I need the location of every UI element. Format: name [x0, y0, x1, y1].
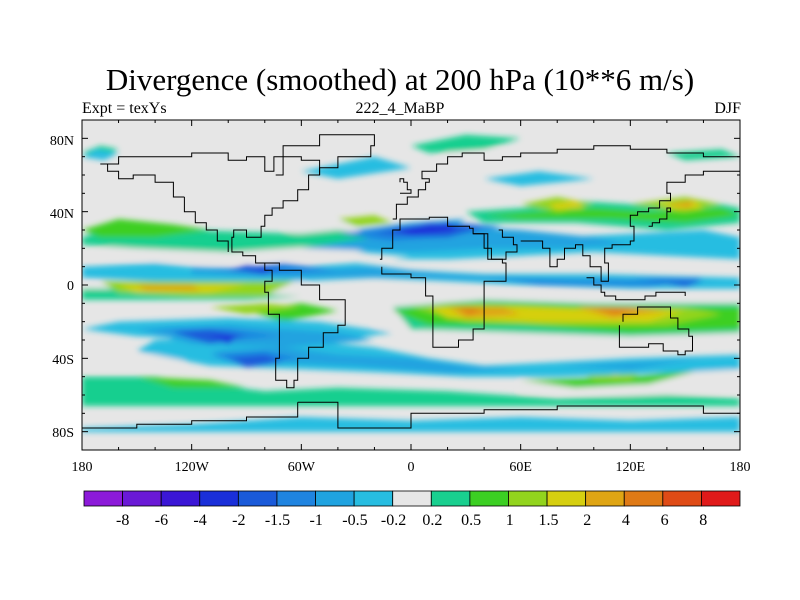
divergence-region	[411, 134, 521, 153]
colorbar-label: 0.2	[422, 512, 442, 529]
colorbar-swatch	[701, 490, 741, 507]
colorbar-label: -0.5	[342, 512, 367, 529]
colorbar-swatch	[546, 490, 587, 507]
colorbar-swatch	[276, 490, 316, 507]
longitude-axis: 180 120W 60W 0 60E 120E 180	[72, 460, 751, 475]
coastline	[379, 216, 507, 348]
colorbar-swatch	[392, 490, 432, 507]
map-title: Divergence (smoothed) at 200 hPa (10**6 …	[105, 62, 695, 97]
divergence-region	[666, 200, 695, 208]
experiment-label: Expt = texYs	[82, 100, 167, 117]
divergence-region	[301, 156, 411, 179]
lon-tick-label: 0	[408, 460, 415, 475]
coastline	[82, 402, 299, 429]
coastline	[399, 178, 412, 194]
divergence-region	[548, 200, 585, 210]
divergence-region	[456, 307, 485, 315]
divergence-region	[301, 226, 631, 252]
divergence-region	[593, 308, 640, 315]
colorbar-swatch	[83, 490, 123, 507]
run-label: 222_4_MaBP	[355, 100, 445, 117]
lat-tick-label: 80N	[50, 134, 74, 149]
coastline	[107, 164, 185, 198]
divergence-region	[337, 215, 393, 227]
divergence-region	[209, 347, 521, 373]
season-label: DJF	[714, 100, 741, 117]
divergence-region	[191, 266, 722, 285]
divergence-region	[82, 219, 210, 238]
colorbar-swatch	[623, 490, 664, 507]
divergence-region	[82, 354, 192, 370]
divergence-region	[82, 149, 119, 161]
divergence-region	[136, 376, 247, 388]
divergence-region	[557, 358, 704, 370]
colorbar	[83, 490, 741, 507]
coastline	[297, 401, 740, 429]
colorbar-swatch	[122, 490, 162, 507]
divergence-region	[484, 277, 686, 287]
divergence-region	[246, 268, 269, 274]
divergence-region	[228, 354, 284, 368]
lat-tick-label: 80S	[52, 426, 74, 441]
colorbar-label: -0.2	[381, 512, 406, 529]
coastline	[473, 229, 518, 260]
colorbar-label: 4	[622, 512, 630, 529]
colorbar-label: 1	[506, 512, 514, 529]
latitude-axis: 80N 40N 0 40S 80S	[50, 134, 74, 441]
coastline	[586, 277, 686, 301]
lon-tick-label: 120W	[175, 460, 210, 475]
lon-tick-label: 60W	[288, 460, 316, 475]
coastline	[183, 197, 229, 252]
lat-tick-label: 0	[67, 279, 74, 294]
colorbar-swatch	[508, 490, 548, 507]
colorbar-swatch	[160, 490, 201, 507]
coastline	[100, 152, 346, 389]
colorbar-label: -1.5	[265, 512, 290, 529]
colorbar-label: -8	[116, 512, 129, 529]
colorbar-label: -4	[193, 512, 206, 529]
colorbar-label: -6	[155, 512, 168, 529]
colorbar-swatch	[237, 490, 278, 507]
coastline	[392, 145, 740, 220]
divergence-region	[136, 285, 201, 291]
lon-tick-label: 180	[72, 460, 93, 475]
colorbar-labels: -8 -6 -4 -2 -1.5 -1 -0.5 -0.2 0.2 0.5 1 …	[116, 512, 707, 529]
divergence-region	[484, 208, 740, 223]
coastline	[275, 134, 375, 176]
lon-tick-label: 180	[730, 460, 751, 475]
divergence-region	[648, 281, 704, 287]
divergence-region	[209, 303, 302, 315]
lon-tick-label: 120E	[616, 460, 646, 475]
coastlines	[82, 134, 740, 429]
colorbar-swatch	[469, 490, 509, 507]
divergence-field	[82, 134, 740, 432]
colorbar-swatch	[199, 490, 239, 507]
colorbar-label: -2	[232, 512, 245, 529]
colorbar-label: 8	[699, 512, 707, 529]
colorbar-swatch	[585, 490, 625, 507]
colorbar-swatch	[662, 490, 702, 507]
colorbar-label: 6	[661, 512, 669, 529]
colorbar-swatch	[430, 490, 471, 507]
coastline	[520, 167, 740, 282]
colorbar-swatch	[353, 490, 394, 507]
lon-tick-label: 60E	[509, 460, 532, 475]
coastline	[618, 306, 693, 356]
map-ticks	[81, 120, 741, 450]
divergence-region	[392, 222, 457, 236]
divergence-region	[82, 376, 740, 406]
colorbar-swatch	[315, 490, 355, 507]
lat-tick-label: 40N	[50, 207, 74, 222]
lat-tick-label: 40S	[52, 353, 74, 368]
colorbar-label: 2	[583, 512, 591, 529]
divergence-region	[228, 264, 284, 274]
coastline	[648, 207, 671, 227]
colorbar-label: 0.5	[461, 512, 481, 529]
colorbar-label: -1	[310, 512, 323, 529]
divergence-region	[173, 329, 247, 344]
divergence-region	[209, 336, 238, 344]
divergence-region	[484, 171, 594, 186]
colorbar-label: 1.5	[539, 512, 559, 529]
